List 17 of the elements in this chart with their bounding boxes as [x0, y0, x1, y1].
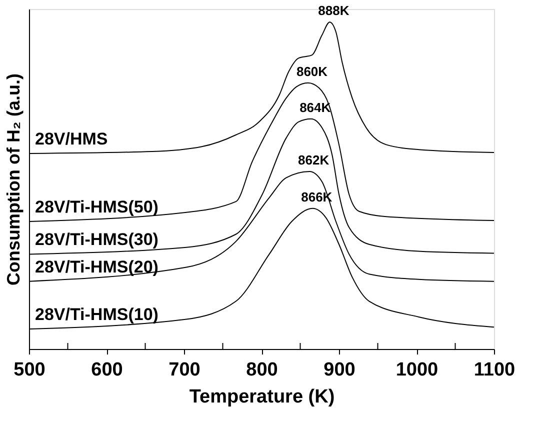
series-label: 28V/Ti-HMS(30)	[35, 230, 158, 250]
annotation: 860K	[296, 64, 328, 79]
x-axis-title: Temperature (K)	[189, 386, 335, 408]
x-tick-label: 800	[246, 360, 278, 380]
series-label: 28V/Ti-HMS(50)	[35, 198, 158, 216]
x-tick-label: 600	[91, 360, 123, 380]
series-label: 28V/HMS	[35, 130, 108, 148]
x-tick-label: 1000	[396, 360, 438, 380]
x-tick-label: 500	[14, 360, 46, 380]
x-tick-label: 700	[168, 360, 200, 380]
series-label: 28V/Ti-HMS(10)	[35, 305, 158, 324]
x-tick-label: 900	[324, 360, 356, 380]
annotation: 888K	[318, 3, 350, 18]
annotation: 862K	[298, 152, 330, 168]
x-tick-label: 1100	[474, 360, 516, 380]
y-axis-title: Consumption of H₂ (a.u.)	[4, 74, 24, 286]
series-label: 28V/Ti-HMS(20)	[35, 257, 158, 276]
